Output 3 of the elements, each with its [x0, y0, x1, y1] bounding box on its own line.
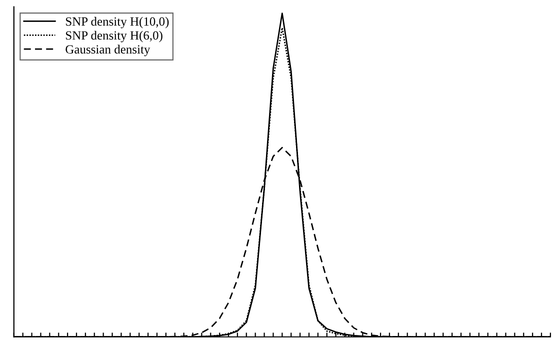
legend-label: SNP density H(6,0)	[66, 30, 162, 42]
legend-label: Gaussian density	[66, 44, 150, 56]
legend-label: SNP density H(10,0)	[66, 16, 169, 28]
